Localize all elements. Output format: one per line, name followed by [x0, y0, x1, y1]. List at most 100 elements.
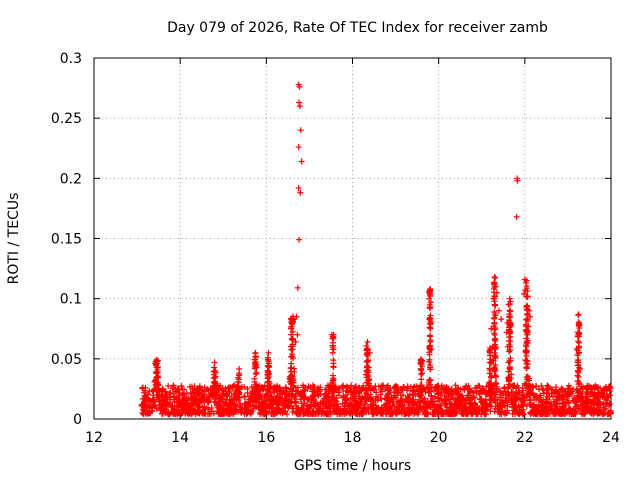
data-point: [598, 390, 605, 397]
data-point: [533, 393, 540, 400]
data-point: [435, 407, 442, 414]
data-point: [506, 307, 513, 314]
data-point: [452, 396, 459, 403]
data-point: [241, 393, 248, 400]
data-point: [225, 386, 232, 393]
data-point: [378, 396, 385, 403]
data-point: [479, 407, 486, 414]
data-point: [185, 411, 192, 418]
data-point: [351, 402, 358, 409]
data-point: [566, 385, 573, 392]
data-point: [438, 397, 445, 404]
data-point: [510, 407, 517, 414]
data-point: [141, 389, 148, 396]
data-point: [364, 338, 371, 345]
data-point: [428, 346, 435, 353]
data-point: [533, 411, 540, 418]
data-point: [269, 388, 276, 395]
data-point: [310, 408, 317, 415]
data-point: [252, 349, 259, 356]
data-point: [317, 399, 324, 406]
data-point: [551, 389, 558, 396]
data-point: [194, 385, 201, 392]
data-point: [360, 382, 367, 389]
x-tick-label: 22: [516, 430, 534, 446]
data-point: [293, 313, 300, 320]
data-point: [224, 405, 231, 412]
data-point: [253, 369, 260, 376]
data-point: [574, 386, 581, 393]
data-point: [198, 409, 205, 416]
data-point: [365, 373, 372, 380]
data-point: [235, 408, 242, 415]
data-point: [298, 158, 305, 165]
data-point: [296, 99, 303, 106]
data-point: [437, 392, 444, 399]
data-point: [297, 127, 304, 134]
data-point: [519, 410, 526, 417]
data-point: [584, 403, 591, 410]
data-point: [581, 404, 588, 411]
data-point: [426, 388, 433, 395]
data-point: [231, 402, 238, 409]
data-point: [569, 407, 576, 414]
data-point: [230, 401, 237, 408]
data-point: [293, 387, 300, 394]
data-point: [548, 386, 555, 393]
data-point: [479, 399, 486, 406]
data-point: [394, 388, 401, 395]
data-point: [443, 406, 450, 413]
data-point: [288, 335, 295, 342]
data-point: [147, 410, 154, 417]
data-point: [576, 379, 583, 386]
data-point: [591, 389, 598, 396]
data-point: [449, 406, 456, 413]
data-point: [488, 325, 495, 332]
data-point: [427, 403, 434, 410]
x-axis-label: GPS time / hours: [294, 458, 411, 474]
data-point: [413, 383, 420, 390]
data-point: [363, 397, 370, 404]
data-point: [495, 307, 502, 314]
data-point: [422, 398, 429, 405]
data-point: [305, 404, 312, 411]
data-point: [222, 385, 229, 392]
data-point: [379, 388, 386, 395]
data-point: [504, 319, 511, 326]
data-point: [393, 406, 400, 413]
data-point: [505, 338, 512, 345]
data-point: [458, 398, 465, 405]
data-point: [467, 388, 474, 395]
data-point: [542, 403, 549, 410]
data-point: [523, 335, 530, 342]
data-point: [373, 389, 380, 396]
data-point: [474, 410, 480, 417]
data-point: [251, 365, 258, 372]
data-point: [482, 389, 489, 396]
data-point: [520, 290, 527, 297]
data-point: [146, 388, 153, 395]
data-point: [446, 410, 453, 417]
data-point: [502, 411, 509, 418]
data-point: [250, 405, 257, 412]
data-point: [419, 370, 426, 377]
data-point: [522, 287, 529, 294]
data-point: [290, 355, 297, 362]
data-point: [524, 331, 531, 338]
data-point: [558, 386, 565, 393]
y-tick-label: 0.3: [60, 51, 82, 67]
data-point: [253, 404, 260, 411]
data-point: [211, 359, 218, 366]
data-point: [575, 338, 582, 345]
data-point: [211, 398, 218, 405]
data-point: [168, 404, 175, 411]
data-point: [427, 286, 434, 293]
data-point: [541, 407, 548, 414]
data-point: [280, 387, 287, 394]
data-point: [153, 370, 160, 377]
data-point: [354, 409, 361, 416]
data-point: [487, 390, 494, 397]
data-point: [235, 386, 242, 393]
data-point: [409, 392, 416, 399]
data-point: [507, 347, 514, 354]
